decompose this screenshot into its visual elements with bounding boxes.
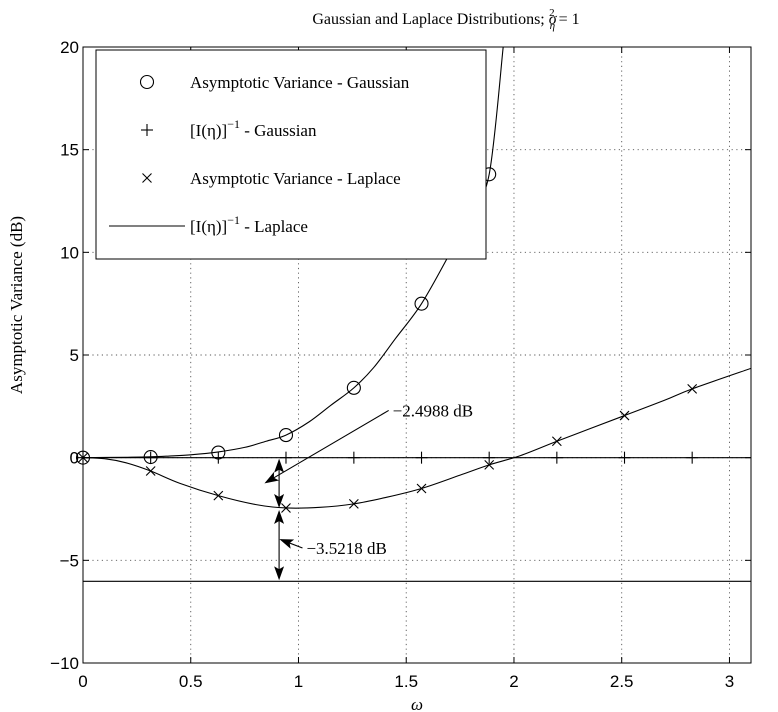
- legend-laplace-crb-label: [I(η)]−1 - Laplace: [190, 213, 308, 236]
- y-tick-label: −5: [60, 551, 79, 570]
- laplace-variance-point: [213, 490, 224, 501]
- gaussian-crb-point: [686, 451, 699, 464]
- legend-gaussian-variance-label: Asymptotic Variance - Gaussian: [190, 73, 410, 92]
- legend-gaussian-crb: [I(η)]−1 - Gaussian: [141, 117, 317, 140]
- annotation-label-1: −2.4988 dB: [393, 401, 473, 420]
- laplace-variance-point: [687, 383, 698, 394]
- x-tick-label: 1.5: [394, 672, 418, 691]
- chart-title-symbol: σ: [549, 11, 558, 28]
- legend-gaussian-crb-marker: [141, 124, 153, 136]
- legend: Asymptotic Variance - Gaussian [I(η)]−1 -…: [95, 49, 487, 260]
- laplace-variance-curve: [83, 367, 751, 509]
- gaussian-crb-point: [347, 451, 360, 464]
- legend-gaussian-crb-label: [I(η)]−1 - Gaussian: [190, 117, 317, 140]
- y-tick-label: 15: [60, 141, 79, 160]
- chart-title-tail: = 1: [555, 11, 580, 28]
- y-tick-label: 5: [70, 346, 79, 365]
- x-tick-label: 0.5: [179, 672, 203, 691]
- gaussian-variance-point: [414, 296, 429, 311]
- y-tick-label: −10: [50, 654, 79, 673]
- marker-layer: [75, 167, 699, 513]
- x-tick-label: 3: [725, 672, 734, 691]
- y-tick-label: 0: [70, 449, 79, 468]
- y-axis-label: Asymptotic Variance (dB): [7, 216, 26, 394]
- x-tick-label: 2.5: [610, 672, 634, 691]
- x-axis-label: ω: [411, 695, 423, 712]
- x-tick-label: 0: [78, 672, 87, 691]
- annotation-arrow-1: [264, 409, 389, 484]
- laplace-variance-point: [145, 466, 156, 476]
- laplace-variance-point: [348, 498, 359, 509]
- gaussian-variance-point: [346, 380, 361, 395]
- laplace-variance-point: [619, 410, 630, 421]
- legend-gaussian-variance: Asymptotic Variance - Gaussian: [139, 73, 410, 92]
- legend-box: [95, 49, 487, 260]
- legend-laplace-variance: Asymptotic Variance - Laplace: [142, 169, 401, 188]
- gaussian-crb-point: [279, 451, 292, 464]
- x-tick-label: 2: [509, 672, 518, 691]
- annotation-label-2: −3.5218 dB: [306, 539, 386, 558]
- gaussian-crb-point: [550, 451, 563, 464]
- y-tick-label: 10: [60, 243, 79, 262]
- gaussian-crb-point: [144, 451, 157, 464]
- gaussian-crb-point: [415, 451, 428, 464]
- laplace-variance-point: [551, 436, 562, 447]
- laplace-variance-point: [416, 483, 427, 494]
- chart-title: Gaussian and Laplace Distributions; ση2 …: [312, 7, 579, 32]
- laplace-variance-point: [484, 459, 495, 470]
- x-tick-label: 1: [294, 672, 303, 691]
- chart-title-sub: η: [550, 20, 555, 32]
- legend-laplace-variance-label: Asymptotic Variance - Laplace: [190, 169, 401, 188]
- legend-laplace-variance-marker: [142, 173, 152, 183]
- annotation-arrow-2: [279, 539, 303, 549]
- chart-title-main: Gaussian and Laplace Distributions;: [312, 11, 548, 28]
- legend-laplace-crb: [I(η)]−1 - Laplace: [109, 213, 308, 236]
- gaussian-crb-point: [212, 451, 225, 464]
- y-tick-label: 20: [60, 38, 79, 57]
- legend-gaussian-variance-marker: [139, 74, 155, 90]
- gaussian-crb-point: [483, 451, 496, 464]
- gaussian-crb-point: [618, 451, 631, 464]
- annotation-layer: −2.4988 dB −3.5218 dB: [264, 401, 473, 581]
- tick-layer: 0 0.5 1 1.5 2 2.5 3 −10 −5 0 5 10 15 20: [50, 38, 751, 691]
- chart-title-sup: 2: [549, 7, 555, 19]
- gaussian-variance-point: [278, 428, 294, 443]
